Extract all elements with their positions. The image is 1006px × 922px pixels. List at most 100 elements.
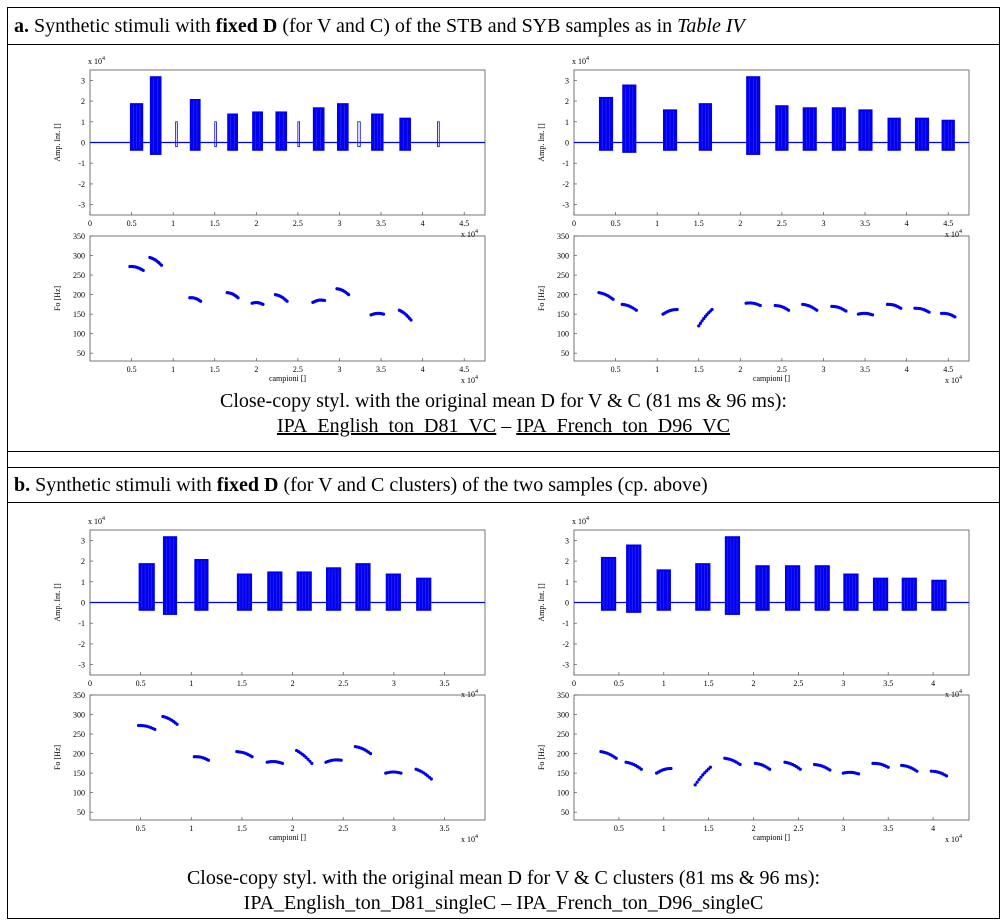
x-exponent-sup: 4 — [959, 834, 962, 840]
f0-point — [280, 761, 285, 765]
f0-point — [141, 268, 145, 272]
f0-point — [886, 765, 890, 769]
x-tick-label: 0.5 — [611, 365, 621, 374]
waveform-segment — [858, 109, 873, 151]
f0-point-group — [697, 307, 714, 328]
x-tick-label: 0.5 — [127, 219, 137, 228]
x-tick-label: 2.5 — [338, 824, 348, 833]
waveform-segment — [724, 536, 741, 615]
y-tick-label: 1 — [81, 118, 85, 127]
segment-fill — [189, 99, 201, 151]
f0-point — [368, 751, 373, 756]
f0-point-group — [597, 291, 615, 301]
f0-point — [634, 308, 638, 312]
section-a-caption-links: IPA_English_ton_D81_VC – IPA_French_ton_… — [8, 414, 999, 439]
y-exponent-sup: 4 — [102, 516, 105, 522]
waveform-segment — [698, 103, 713, 151]
y-tick-label: 3 — [565, 536, 569, 545]
f0-point-group — [265, 759, 285, 765]
y-tick-label: 0 — [565, 599, 569, 608]
f0-point — [815, 308, 819, 312]
section-b-header: b. Synthetic stimuli with fixed D (for V… — [8, 467, 999, 503]
x-tick-label: 2 — [738, 219, 742, 228]
section-b-caption-line2: IPA_English_ton_D81_singleC – IPA_French… — [243, 892, 764, 914]
x-tick-label: 2 — [738, 365, 742, 374]
x-exponent-label: x 104 — [461, 834, 478, 844]
x-tick-label: 3.5 — [376, 365, 386, 374]
x-tick-label: 1.5 — [704, 824, 714, 833]
y-axis-label: Amp. Int. [] — [53, 123, 62, 162]
x-exponent-label: x 104 — [945, 229, 962, 239]
waveform-segment — [129, 103, 144, 151]
x-tick-label: 1.5 — [210, 365, 220, 374]
f0-point — [308, 759, 312, 763]
y-exponent-label: x 104 — [88, 516, 105, 526]
f0-point — [758, 303, 762, 308]
y-tick-label: 250 — [73, 730, 85, 739]
consonant-spike — [357, 121, 361, 148]
y-tick-label: 50 — [77, 808, 85, 817]
segment-fill — [325, 567, 342, 611]
f0-point-group — [324, 758, 343, 764]
x-axis-label: campioni [] — [753, 833, 790, 842]
section-a-caption-line1: Close-copy styl. with the original mean … — [220, 390, 787, 412]
x-tick-label: 3.5 — [860, 219, 870, 228]
y-tick-label: -1 — [78, 159, 85, 168]
x-tick-label: 1.5 — [694, 219, 704, 228]
link-separator: – — [496, 415, 517, 437]
x-tick-label: 0 — [88, 219, 92, 228]
plot-frame — [89, 235, 486, 362]
waveform-segment — [656, 569, 671, 611]
y-tick-label: -3 — [78, 661, 85, 670]
segment-fill — [252, 111, 263, 151]
waveform-segment — [416, 577, 432, 611]
f0-point — [786, 308, 791, 312]
y-exponent-label: x 104 — [88, 56, 105, 66]
f0-point — [698, 321, 702, 325]
x-tick-label: 3 — [821, 365, 825, 374]
link-english-vc[interactable]: IPA_English_ton_D81_VC — [276, 415, 497, 437]
f0-point — [693, 783, 697, 787]
y-tick-label: 350 — [557, 691, 569, 700]
y-tick-label: -2 — [78, 180, 85, 189]
section-separator — [8, 451, 999, 452]
x-tick-label: 3 — [392, 679, 396, 688]
waveform-segment — [399, 117, 411, 151]
f0-point-group — [369, 311, 386, 317]
y-tick-label: 2 — [565, 557, 569, 566]
f0-point-group — [871, 761, 890, 769]
y-exponent-sup: 4 — [102, 56, 105, 62]
f0-point-group — [812, 762, 832, 772]
y-tick-label: 1 — [81, 578, 85, 587]
section-a-title-mid: (for V and C) of the STB and SYB samples… — [277, 15, 678, 37]
segment-fill — [355, 563, 371, 611]
segment-fill — [312, 107, 325, 151]
x-tick-label: 3 — [337, 219, 341, 228]
f0-point — [953, 315, 957, 319]
f0-point — [697, 778, 701, 782]
f0-point-group — [235, 750, 254, 759]
x-tick-label: 0.5 — [136, 679, 146, 688]
y-tick-label: 150 — [557, 310, 569, 319]
y-tick-label: 200 — [557, 750, 569, 759]
y-tick-label: -3 — [562, 201, 569, 210]
segment-outline — [437, 121, 440, 148]
y-tick-label: 3 — [81, 76, 85, 85]
segment-fill — [267, 571, 283, 611]
link-french-vc[interactable]: IPA_French_ton_D96_VC — [516, 415, 730, 437]
y-axis-label: Fo [Hz] — [53, 286, 62, 311]
waveform-segment — [371, 113, 384, 151]
f0-point — [409, 318, 413, 322]
waveform-segment — [775, 105, 789, 151]
f0-point — [199, 299, 203, 303]
f0-point — [614, 756, 618, 760]
y-tick-label: 50 — [561, 808, 569, 817]
waveform-segment — [227, 113, 239, 151]
x-tick-label: 1.5 — [237, 679, 247, 688]
x-tick-label: 3.5 — [883, 679, 893, 688]
f0-point — [175, 722, 179, 726]
segment-fill — [901, 577, 917, 611]
waveform-segment — [149, 76, 162, 155]
